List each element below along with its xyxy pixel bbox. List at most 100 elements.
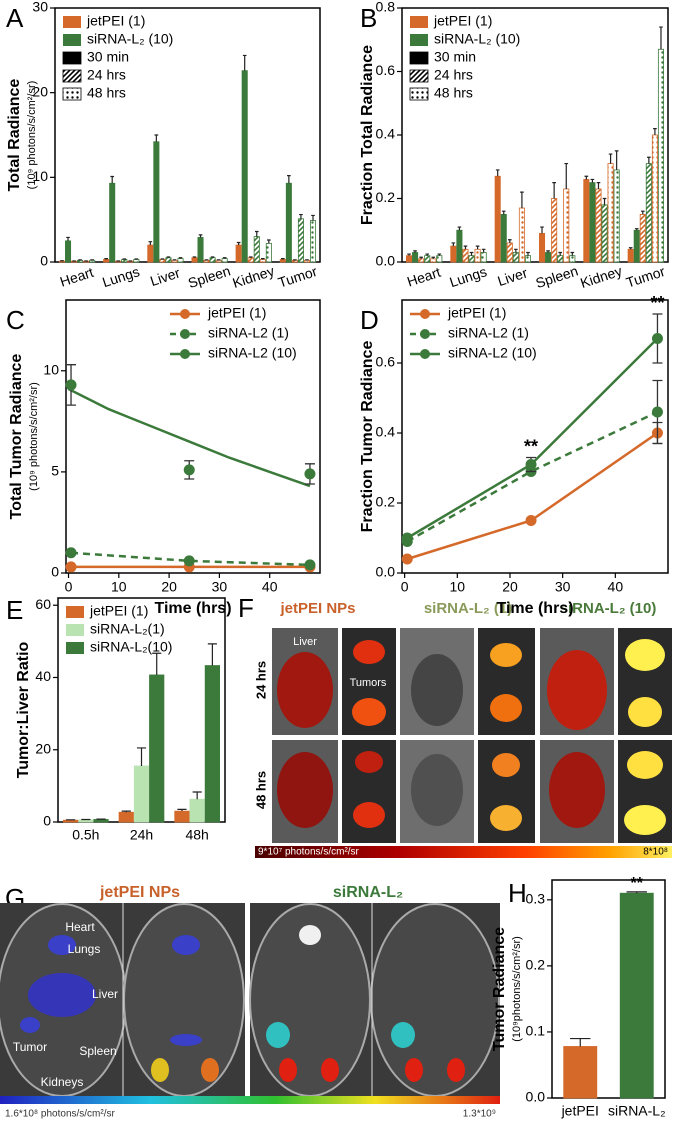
legend-marker: [180, 329, 190, 339]
error-bar: [608, 153, 613, 164]
bar: [133, 259, 140, 263]
data-point: [65, 547, 77, 559]
signal: [447, 1058, 465, 1082]
error-bar: [248, 256, 253, 258]
x-tick-label: 20: [161, 579, 177, 595]
bar: [279, 259, 286, 263]
bar: [241, 70, 248, 263]
bar: [563, 1046, 598, 1099]
legend-label: jetPEI (1): [86, 13, 145, 29]
legend-label: 48 hrs: [434, 85, 473, 101]
y-axis-label: Fraction Total Radiance: [359, 45, 376, 225]
scale-max: 8*10⁸: [643, 847, 668, 858]
signal: [266, 1022, 290, 1048]
error-bar: [431, 256, 436, 259]
organ-label: Heart: [65, 920, 95, 934]
bar: [551, 198, 558, 263]
bar: [159, 259, 166, 263]
legend-label: 30 min: [434, 49, 476, 65]
bar: [424, 255, 431, 263]
legend-label: siRNA-L2 (10): [448, 345, 537, 361]
legend-label: 24 hrs: [434, 67, 473, 83]
error-bar: [198, 234, 203, 238]
error-bar: [584, 175, 589, 180]
error-bar: [570, 251, 575, 256]
error-bar: [558, 251, 563, 256]
error-bar: [192, 256, 197, 258]
data-point: [525, 459, 537, 470]
error-bar: [299, 213, 303, 219]
panel-label: D: [360, 305, 379, 335]
bar: [63, 819, 79, 823]
panel-f: F jetPEI NPs siRNA-L₂ (1) siRNA-L₂ (10) …: [238, 593, 672, 858]
signal: [625, 639, 665, 671]
bar: [563, 188, 570, 263]
bar: [450, 245, 457, 263]
error-bar: [148, 241, 153, 246]
bar: [209, 257, 216, 263]
y-tick-label: 0.8: [376, 0, 396, 15]
bar: [557, 255, 564, 263]
x-tick-label: siRNA-L₂: [608, 1103, 666, 1119]
signal: [411, 754, 463, 826]
error-bar: [570, 1037, 591, 1047]
data-point: [65, 379, 77, 391]
signal: [353, 640, 385, 664]
scale-min: 9*10⁷ photons/s/cm²/sr: [258, 847, 360, 858]
signal: [628, 697, 662, 727]
bar: [65, 240, 72, 263]
x-tick-label: 40: [262, 579, 278, 595]
y-tick-label: 0.6: [376, 62, 396, 78]
bar: [589, 182, 596, 263]
legend-label: siRNA-L₂ (10): [87, 31, 173, 47]
error-bar: [242, 54, 247, 71]
bar: [412, 252, 419, 263]
y-axis-label: Tumor:Liver Ratio: [15, 641, 32, 778]
bar: [235, 244, 242, 263]
y-tick-label: 0: [43, 813, 51, 829]
panel-label: E: [6, 595, 23, 625]
signal: [299, 925, 321, 945]
bar: [569, 255, 576, 263]
bar: [147, 244, 154, 263]
scale-max: 1.3*10⁹: [463, 1109, 496, 1120]
error-bar: [154, 134, 159, 142]
signal: [490, 694, 522, 722]
x-tick-label: Spleen: [186, 262, 232, 291]
signal: [405, 1058, 423, 1082]
legend-label: 24 hrs: [87, 67, 126, 83]
bar: [118, 811, 134, 823]
bar: [633, 229, 640, 263]
data-point: [183, 555, 195, 567]
y-tick-label: 0.2: [376, 494, 396, 510]
error-bar: [66, 236, 70, 241]
error-bar: [177, 808, 187, 812]
legend-swatch: [66, 606, 84, 618]
error-bar: [281, 258, 285, 260]
bar: [405, 255, 413, 263]
signal: [411, 654, 463, 726]
signal: [172, 935, 200, 955]
data-point: [65, 561, 77, 573]
signal: [28, 973, 96, 1017]
bar: [103, 259, 110, 263]
signal: [48, 935, 76, 955]
bar: [418, 258, 425, 263]
data-point: [401, 532, 413, 544]
legend-swatch: [63, 16, 81, 28]
y-tick-label: 0.2: [376, 189, 396, 205]
bar: [518, 207, 525, 263]
error-bar: [540, 226, 544, 234]
bar: [197, 237, 204, 263]
error-bar: [152, 652, 162, 675]
signal: [355, 751, 383, 773]
y-tick-label: 0: [40, 253, 48, 269]
bar: [109, 182, 116, 263]
signal: [277, 652, 333, 728]
legend-swatch: [410, 34, 428, 46]
x-tick-label: 0.5h: [72, 827, 99, 843]
legend-label: 30 min: [87, 49, 129, 65]
bar: [462, 248, 469, 263]
row-label: 24 hrs: [253, 661, 268, 699]
annotation: **: [631, 875, 644, 892]
